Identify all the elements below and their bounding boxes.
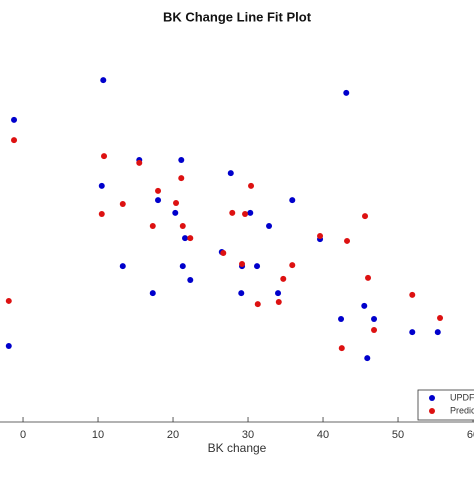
point bbox=[149, 290, 156, 297]
point bbox=[338, 345, 345, 352]
point bbox=[119, 201, 126, 208]
point bbox=[182, 235, 189, 242]
x-tick-label: 0 bbox=[20, 429, 26, 441]
point bbox=[344, 237, 351, 244]
point bbox=[248, 182, 255, 189]
point bbox=[254, 301, 261, 308]
legend-marker bbox=[429, 395, 435, 401]
point bbox=[178, 156, 185, 163]
legend-label: UPDF bbox=[450, 392, 474, 402]
legend-marker bbox=[429, 408, 435, 414]
point bbox=[266, 223, 273, 230]
legend-box bbox=[417, 389, 474, 421]
point bbox=[343, 89, 350, 96]
point bbox=[364, 355, 371, 362]
point bbox=[155, 197, 162, 204]
point bbox=[434, 329, 441, 336]
point bbox=[98, 182, 105, 189]
x-tick-label: 50 bbox=[392, 429, 404, 441]
point bbox=[338, 316, 345, 323]
point bbox=[11, 116, 18, 123]
point bbox=[289, 262, 296, 269]
point bbox=[5, 343, 12, 350]
point bbox=[100, 77, 107, 84]
chart-title: BK Change Line Fit Plot bbox=[163, 9, 312, 24]
point bbox=[247, 209, 254, 216]
point bbox=[101, 153, 108, 160]
point bbox=[119, 263, 126, 270]
point bbox=[362, 213, 369, 220]
point bbox=[409, 329, 416, 336]
point bbox=[365, 274, 372, 281]
point bbox=[98, 210, 105, 217]
point bbox=[317, 232, 324, 239]
point bbox=[239, 261, 246, 268]
point bbox=[275, 299, 282, 306]
point bbox=[437, 314, 444, 321]
point bbox=[155, 187, 162, 194]
x-tick-label: 60 bbox=[467, 429, 474, 441]
point bbox=[238, 290, 245, 297]
point bbox=[136, 159, 143, 166]
x-tick-label: 30 bbox=[242, 429, 254, 441]
point bbox=[371, 327, 378, 334]
point bbox=[149, 223, 156, 230]
point bbox=[229, 209, 236, 216]
point bbox=[173, 199, 180, 206]
point bbox=[5, 297, 12, 304]
point bbox=[409, 291, 416, 298]
x-tick-label: 10 bbox=[92, 429, 104, 441]
point bbox=[289, 197, 296, 204]
point bbox=[187, 276, 194, 283]
x-tick-label: 40 bbox=[317, 429, 329, 441]
point bbox=[178, 175, 185, 182]
point bbox=[361, 302, 368, 309]
point bbox=[179, 223, 186, 230]
point bbox=[242, 210, 249, 217]
point bbox=[227, 170, 234, 177]
point bbox=[172, 209, 179, 216]
point bbox=[280, 275, 287, 282]
x-axis-label: BK change bbox=[208, 441, 267, 455]
point bbox=[275, 290, 282, 297]
point bbox=[187, 235, 194, 242]
point bbox=[179, 263, 186, 270]
legend-label: Predic bbox=[450, 405, 474, 415]
point bbox=[371, 316, 378, 323]
point bbox=[220, 250, 227, 257]
x-tick-label: 20 bbox=[167, 429, 179, 441]
point bbox=[11, 137, 18, 144]
point bbox=[254, 263, 261, 270]
